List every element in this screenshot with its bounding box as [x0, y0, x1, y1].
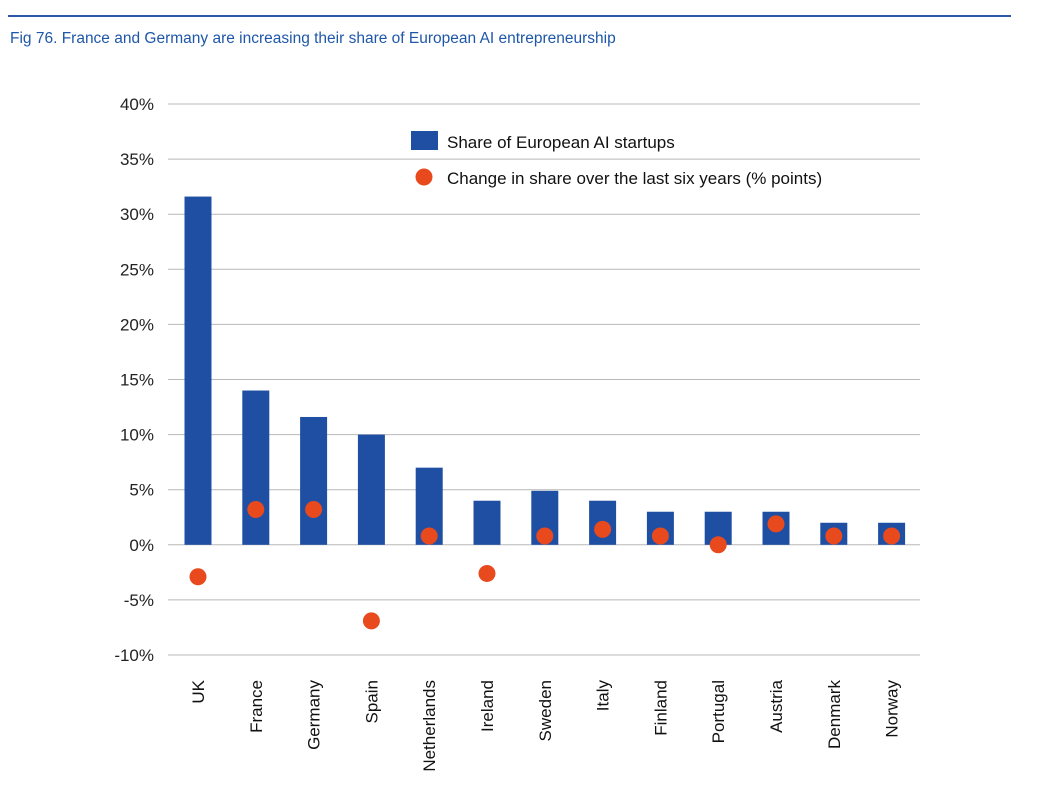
x-tick-label: Denmark [825, 680, 844, 749]
dot [651, 527, 669, 545]
x-tick-label: Norway [883, 680, 902, 738]
legend-dot-swatch [415, 168, 433, 186]
x-tick-label: Sweden [536, 680, 555, 741]
x-tick-label: Netherlands [420, 680, 439, 772]
x-axis-labels: UK France Germany Spain Netherlands Ireland Sw… [189, 679, 902, 771]
y-tick-label: 15% [120, 371, 154, 390]
dot [420, 527, 438, 545]
legend-bar-swatch [411, 131, 438, 150]
y-tick-label: 30% [120, 205, 154, 224]
dot [305, 501, 323, 519]
dot [478, 564, 496, 582]
y-tick-label: 35% [120, 150, 154, 169]
x-tick-label: Italy [594, 680, 613, 712]
gridlines [168, 103, 920, 656]
bar [184, 196, 212, 545]
legend-dot-label: Change in share over the last six years … [447, 169, 822, 188]
dot [536, 527, 554, 545]
y-tick-label: 0% [129, 536, 154, 555]
x-tick-label: Finland [651, 680, 670, 736]
y-tick-label: 10% [120, 426, 154, 445]
x-tick-label: Ireland [478, 680, 497, 732]
top-rule [8, 15, 1011, 17]
dot [362, 612, 380, 630]
dot [594, 520, 612, 538]
dot [883, 527, 901, 545]
x-tick-label: Germany [305, 680, 324, 750]
dots [189, 501, 901, 630]
x-tick-label: Portugal [709, 680, 728, 743]
y-tick-label: 40% [120, 95, 154, 114]
bar [242, 390, 270, 545]
x-tick-label: France [247, 680, 266, 733]
dot [767, 515, 785, 533]
y-tick-label: 5% [129, 481, 154, 500]
y-tick-label: 20% [120, 315, 154, 334]
legend: Share of European AI startups Change in … [411, 131, 822, 188]
bar [300, 416, 328, 545]
bars [184, 196, 906, 545]
x-tick-label: Austria [767, 679, 786, 732]
y-tick-label: -10% [114, 646, 154, 665]
dot [825, 527, 843, 545]
bar [473, 500, 501, 545]
bar [357, 434, 385, 545]
x-tick-label: Spain [362, 680, 381, 723]
x-tick-label: UK [189, 679, 208, 703]
dot [709, 536, 727, 554]
figure-title: Fig 76. France and Germany are increasin… [10, 30, 616, 47]
legend-bar-label: Share of European AI startups [447, 133, 675, 152]
y-axis-ticks: 40% 35% 30% 25% 20% 15% 10% 5% 0% -5% -10% [114, 95, 154, 665]
y-tick-label: -5% [124, 591, 154, 610]
y-tick-label: 25% [120, 260, 154, 279]
dot [247, 501, 265, 519]
dot [189, 568, 207, 586]
